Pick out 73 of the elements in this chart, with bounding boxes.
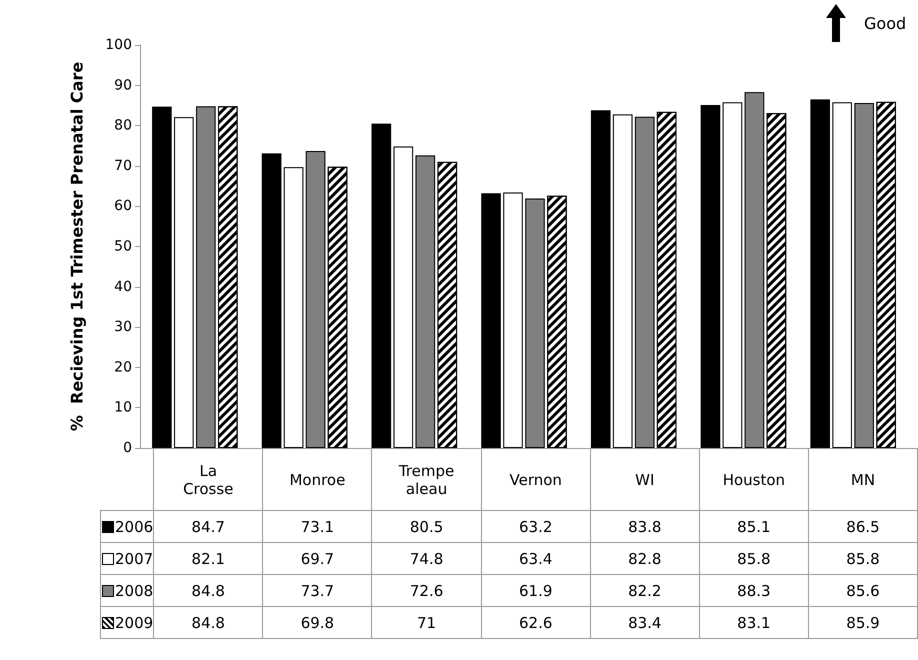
x-tick-label: MN [808, 448, 918, 510]
data-label: 74.8 [372, 542, 482, 574]
bar [371, 124, 392, 448]
bar [262, 153, 282, 448]
data-label: 80.5 [372, 510, 482, 542]
x-tick-label: Vernon [481, 448, 590, 510]
legend-label: 2008 [100, 574, 154, 606]
x-tick-label: WI [590, 448, 700, 510]
data-label: 82.2 [590, 574, 700, 606]
bar [481, 193, 501, 448]
data-label: 85.6 [808, 574, 918, 606]
data-label: 85.1 [699, 510, 808, 542]
bar [306, 150, 326, 448]
data-label: 82.1 [154, 542, 263, 574]
data-label: 85.8 [699, 542, 808, 574]
legend-label: 2007 [100, 542, 154, 574]
data-label: 63.4 [481, 542, 590, 574]
data-label: 69.8 [262, 606, 372, 638]
bar [722, 102, 742, 448]
data-label: 63.2 [481, 510, 590, 542]
legend-label: 2006 [100, 510, 154, 542]
data-label: 72.6 [372, 574, 482, 606]
bar [854, 103, 874, 448]
bar [700, 105, 720, 448]
bar [832, 102, 852, 448]
data-label: 85.9 [808, 606, 918, 638]
data-label: 71 [372, 606, 482, 638]
data-label: 82.8 [590, 542, 700, 574]
bar [810, 99, 830, 448]
x-tick-label: Houston [699, 448, 808, 510]
y-tick-label: 30 [114, 319, 132, 336]
y-tick-label: 0 [123, 440, 132, 456]
y-axis-title: % Recieving 1st Trimester Prenatal Care [68, 62, 86, 432]
y-tick-label: 90 [114, 77, 132, 94]
text: Good [864, 14, 906, 33]
data-label: 61.9 [481, 574, 590, 606]
data-label: 83.8 [590, 510, 700, 542]
data-label: 73.7 [262, 574, 372, 606]
y-tick-label: 100 [105, 37, 132, 53]
data-label: 83.1 [699, 606, 808, 638]
bar [612, 114, 633, 448]
bar [393, 146, 414, 448]
data-label: 84.7 [154, 510, 263, 542]
legend-label: 2009 [100, 606, 154, 638]
data-label: 88.3 [699, 574, 808, 606]
bar [744, 92, 764, 448]
bar [634, 116, 655, 448]
x-tick-label: Trempe aleau [372, 448, 482, 510]
bar [174, 117, 194, 448]
bar [196, 106, 216, 448]
data-label: 84.8 [154, 606, 263, 638]
bar [525, 198, 545, 448]
data-label: 69.7 [262, 542, 372, 574]
bar [503, 192, 523, 448]
y-tick-label: 10 [114, 400, 132, 416]
x-tick-label: Monroe [262, 448, 372, 510]
bar [152, 106, 172, 448]
y-tick-label: 40 [114, 278, 132, 295]
bar [284, 167, 304, 448]
y-tick-label: 80 [114, 118, 132, 134]
data-label: 62.6 [481, 606, 590, 638]
x-tick-label: La Crosse [154, 448, 263, 510]
data-label: 84.8 [154, 574, 263, 606]
data-label: 83.4 [590, 606, 700, 638]
data-label: 73.1 [262, 510, 372, 542]
y-tick-label: 50 [114, 238, 132, 254]
data-label: 86.5 [808, 510, 918, 542]
y-tick-label: 20 [114, 359, 132, 376]
bar [590, 110, 611, 448]
y-tick-label: 60 [114, 198, 132, 214]
data-label: 85.8 [808, 542, 918, 574]
bar [415, 155, 436, 448]
y-tick-label: 70 [114, 158, 132, 174]
